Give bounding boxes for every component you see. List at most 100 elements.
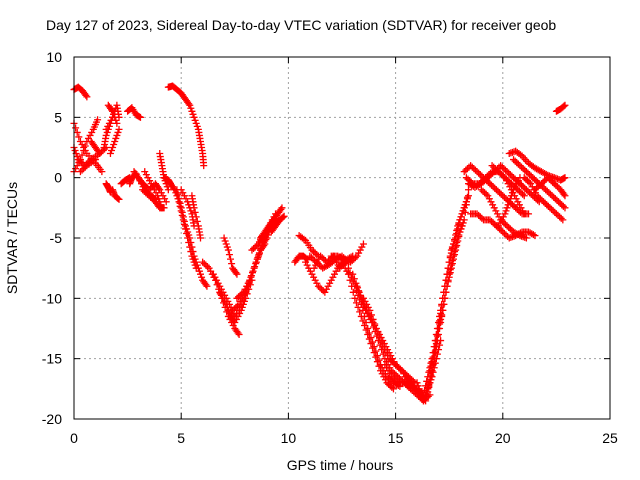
data-point [541,177,549,185]
data-point [76,156,84,164]
data-point [80,147,88,155]
data-series [70,83,91,101]
data-point [354,303,362,311]
data-point [155,184,163,192]
data-point [202,261,210,269]
data-point [387,356,395,364]
data-point [247,272,255,280]
data-point [561,204,569,212]
data-point [179,213,187,221]
data-point [389,385,397,393]
data-point [198,273,206,281]
data-point [511,175,519,183]
data-point [503,177,511,185]
data-point [550,193,558,201]
data-point [441,294,449,302]
data-point [482,175,490,183]
data-point [355,287,363,295]
data-point [239,288,247,296]
data-point [539,178,547,186]
data-point [320,255,328,263]
data-point [504,180,512,188]
data-point [487,198,495,206]
chart-title: Day 127 of 2023, Sidereal Day-to-day VTE… [46,17,556,33]
data-point [457,225,465,233]
data-series [520,174,567,224]
data-point [326,279,334,287]
data-point [501,210,509,218]
data-point [329,273,337,281]
data-point [492,186,500,194]
data-point [471,166,479,174]
data-point [489,219,497,227]
data-point [108,106,116,114]
data-point [505,223,513,231]
data-point [104,122,112,130]
data-point [419,391,427,399]
data-point [434,325,442,332]
data-point [379,343,387,351]
data-point [485,195,493,203]
data-point [220,234,228,242]
data-point [558,201,566,209]
data-point [461,208,469,216]
data-point [393,362,401,370]
data-point [361,321,369,329]
data-point [515,187,523,195]
data-point [251,243,259,251]
data-point [506,195,514,203]
data-point [380,346,388,354]
data-series [177,186,198,230]
data-point [473,168,481,176]
data-point [276,216,284,224]
y-tick-label: -5 [50,230,63,246]
data-point [187,207,195,215]
data-point [459,219,467,227]
data-point [422,397,430,405]
data-point [511,183,519,191]
data-point [530,175,538,183]
data-point [527,180,535,188]
data-point [510,174,518,182]
data-point [226,308,234,316]
data-point [316,284,324,292]
data-point [216,282,224,290]
data-point [369,315,377,323]
data-point [392,371,400,379]
data-point [154,192,162,200]
data-point [460,216,468,224]
data-point [221,237,229,245]
data-point [437,315,445,323]
data-point [251,263,259,271]
data-point [511,157,519,165]
data-point [556,199,564,207]
data-point [497,190,505,198]
data-point [479,187,487,195]
data-series [267,216,284,236]
data-point [246,276,254,284]
data-point [158,204,166,212]
data-point [384,352,392,360]
data-point [176,199,184,207]
data-point [375,362,383,370]
data-point [499,213,507,221]
data-point [185,100,193,108]
data-point [501,220,509,228]
y-tick-label: 10 [46,49,62,65]
data-point [396,365,404,373]
data-point [398,367,406,375]
data-point [513,159,521,167]
data-point [180,192,188,200]
data-point [376,334,384,342]
data-point [203,263,211,271]
data-point [308,270,316,278]
data-point [115,125,123,133]
data-point [192,213,200,221]
data-point [193,261,201,269]
data-point [136,177,144,185]
data-point [445,273,453,281]
data-point [449,255,457,263]
data-point [526,189,534,197]
data-point [138,180,146,188]
data-point [136,113,144,121]
